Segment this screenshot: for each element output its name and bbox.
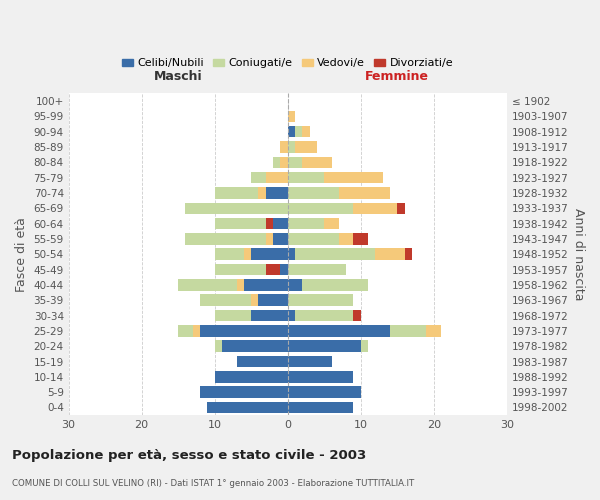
Bar <box>178 325 193 336</box>
Bar <box>178 279 236 290</box>
Y-axis label: Anni di nascita: Anni di nascita <box>572 208 585 300</box>
Bar <box>244 279 287 290</box>
Bar <box>236 356 287 368</box>
Bar <box>208 402 287 413</box>
Bar <box>287 110 295 122</box>
Bar <box>287 356 331 368</box>
Bar <box>287 126 295 138</box>
Bar <box>295 248 376 260</box>
Bar <box>295 141 317 152</box>
Bar <box>193 325 200 336</box>
Bar <box>266 218 273 230</box>
Bar <box>287 310 295 322</box>
Bar <box>302 126 310 138</box>
Bar <box>280 141 287 152</box>
Bar <box>287 248 295 260</box>
Bar <box>287 371 353 382</box>
Bar <box>353 202 397 214</box>
Bar <box>215 187 259 198</box>
Bar <box>273 218 287 230</box>
Bar <box>287 172 324 184</box>
Bar <box>222 340 287 352</box>
Bar <box>244 248 251 260</box>
Bar <box>200 386 287 398</box>
Bar <box>273 156 280 168</box>
Bar <box>266 187 287 198</box>
Text: Maschi: Maschi <box>154 70 202 82</box>
Y-axis label: Fasce di età: Fasce di età <box>15 217 28 292</box>
Bar <box>287 264 346 276</box>
Bar <box>287 279 302 290</box>
Bar <box>287 294 353 306</box>
Bar <box>200 294 251 306</box>
Bar <box>266 233 273 244</box>
Bar <box>215 248 244 260</box>
Bar <box>185 202 287 214</box>
Bar <box>215 340 222 352</box>
Bar <box>295 310 353 322</box>
Bar <box>390 325 427 336</box>
Bar <box>339 233 353 244</box>
Bar <box>287 156 302 168</box>
Bar <box>251 294 259 306</box>
Bar <box>302 156 331 168</box>
Bar <box>295 126 302 138</box>
Bar <box>215 310 251 322</box>
Bar <box>185 233 266 244</box>
Bar <box>339 187 390 198</box>
Bar <box>259 294 287 306</box>
Bar <box>427 325 441 336</box>
Bar <box>361 340 368 352</box>
Text: Popolazione per età, sesso e stato civile - 2003: Popolazione per età, sesso e stato civil… <box>12 450 366 462</box>
Bar <box>259 187 266 198</box>
Bar <box>215 264 266 276</box>
Bar <box>287 233 339 244</box>
Bar <box>324 218 339 230</box>
Bar <box>287 187 339 198</box>
Bar <box>376 248 404 260</box>
Bar <box>353 233 368 244</box>
Bar <box>266 172 287 184</box>
Bar <box>251 310 287 322</box>
Bar <box>404 248 412 260</box>
Legend: Celibi/Nubili, Coniugati/e, Vedovi/e, Divorziati/e: Celibi/Nubili, Coniugati/e, Vedovi/e, Di… <box>118 54 458 72</box>
Bar <box>266 264 280 276</box>
Bar <box>287 402 353 413</box>
Bar <box>280 156 287 168</box>
Text: Femmine: Femmine <box>365 70 429 82</box>
Bar <box>287 141 295 152</box>
Text: COMUNE DI COLLI SUL VELINO (RI) - Dati ISTAT 1° gennaio 2003 - Elaborazione TUTT: COMUNE DI COLLI SUL VELINO (RI) - Dati I… <box>12 478 414 488</box>
Bar <box>397 202 404 214</box>
Bar <box>302 279 368 290</box>
Bar <box>287 325 390 336</box>
Bar <box>200 325 287 336</box>
Bar <box>287 202 353 214</box>
Bar <box>287 340 361 352</box>
Bar <box>287 386 361 398</box>
Bar <box>236 279 244 290</box>
Bar <box>353 310 361 322</box>
Bar <box>273 233 287 244</box>
Bar <box>215 371 287 382</box>
Bar <box>287 218 324 230</box>
Bar <box>280 264 287 276</box>
Bar <box>251 172 266 184</box>
Bar <box>324 172 383 184</box>
Bar <box>251 248 287 260</box>
Bar <box>215 218 266 230</box>
